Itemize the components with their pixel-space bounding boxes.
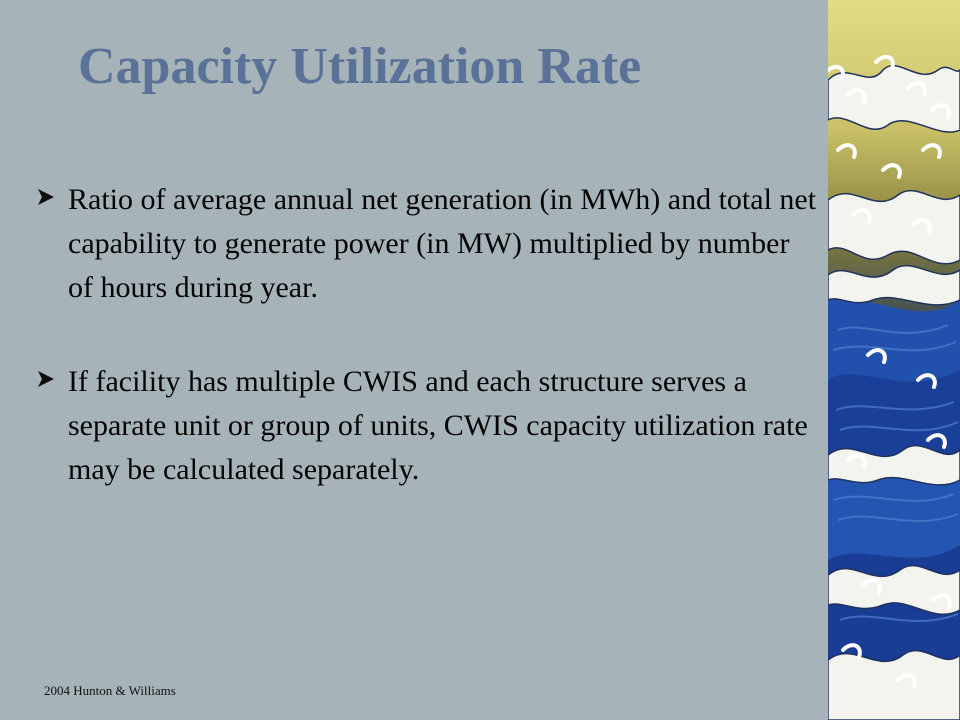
footer-copyright: 2004 Hunton & Williams [44,683,176,698]
bullet-list: Ratio of average annual net generation (… [36,178,821,542]
arrow-right-icon [36,178,68,207]
bullet-text: If facility has multiple CWIS and each s… [68,365,808,486]
bullet-item: If facility has multiple CWIS and each s… [36,360,821,492]
slide-title: Capacity Utilization Rate [78,38,642,95]
bullet-text: Ratio of average annual net generation (… [68,183,817,304]
bullet-item: Ratio of average annual net generation (… [36,178,821,310]
arrow-right-icon [36,360,68,389]
wave-artwork [828,0,960,720]
